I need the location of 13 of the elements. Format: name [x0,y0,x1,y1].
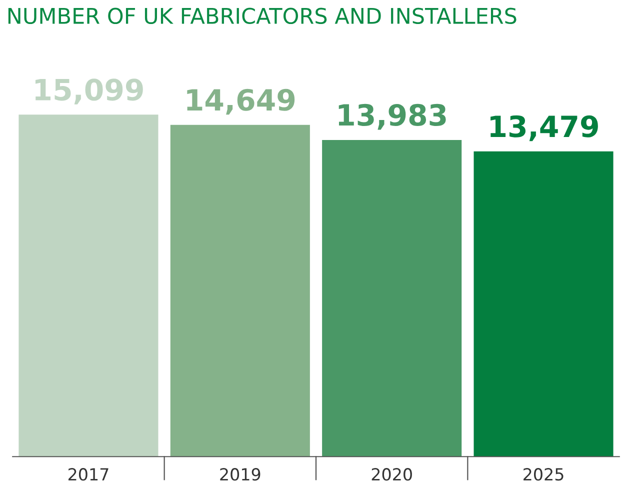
bar [18,114,158,457]
x-tick-label: 2025 [524,468,564,481]
chart-title: NUMBER OF UK FABRICATORS AND INSTALLERS [8,8,516,24]
data-label: 13,479 [490,115,598,142]
data-label: 14,649 [187,88,295,115]
x-tick-label: 2017 [68,468,108,481]
bar [322,140,462,457]
bar [170,124,310,457]
data-label: 15,099 [35,78,143,104]
x-tick-label: 2020 [372,468,412,481]
x-tick-label: 2019 [220,468,260,481]
bar [474,151,614,457]
data-label: 13,983 [338,104,446,130]
